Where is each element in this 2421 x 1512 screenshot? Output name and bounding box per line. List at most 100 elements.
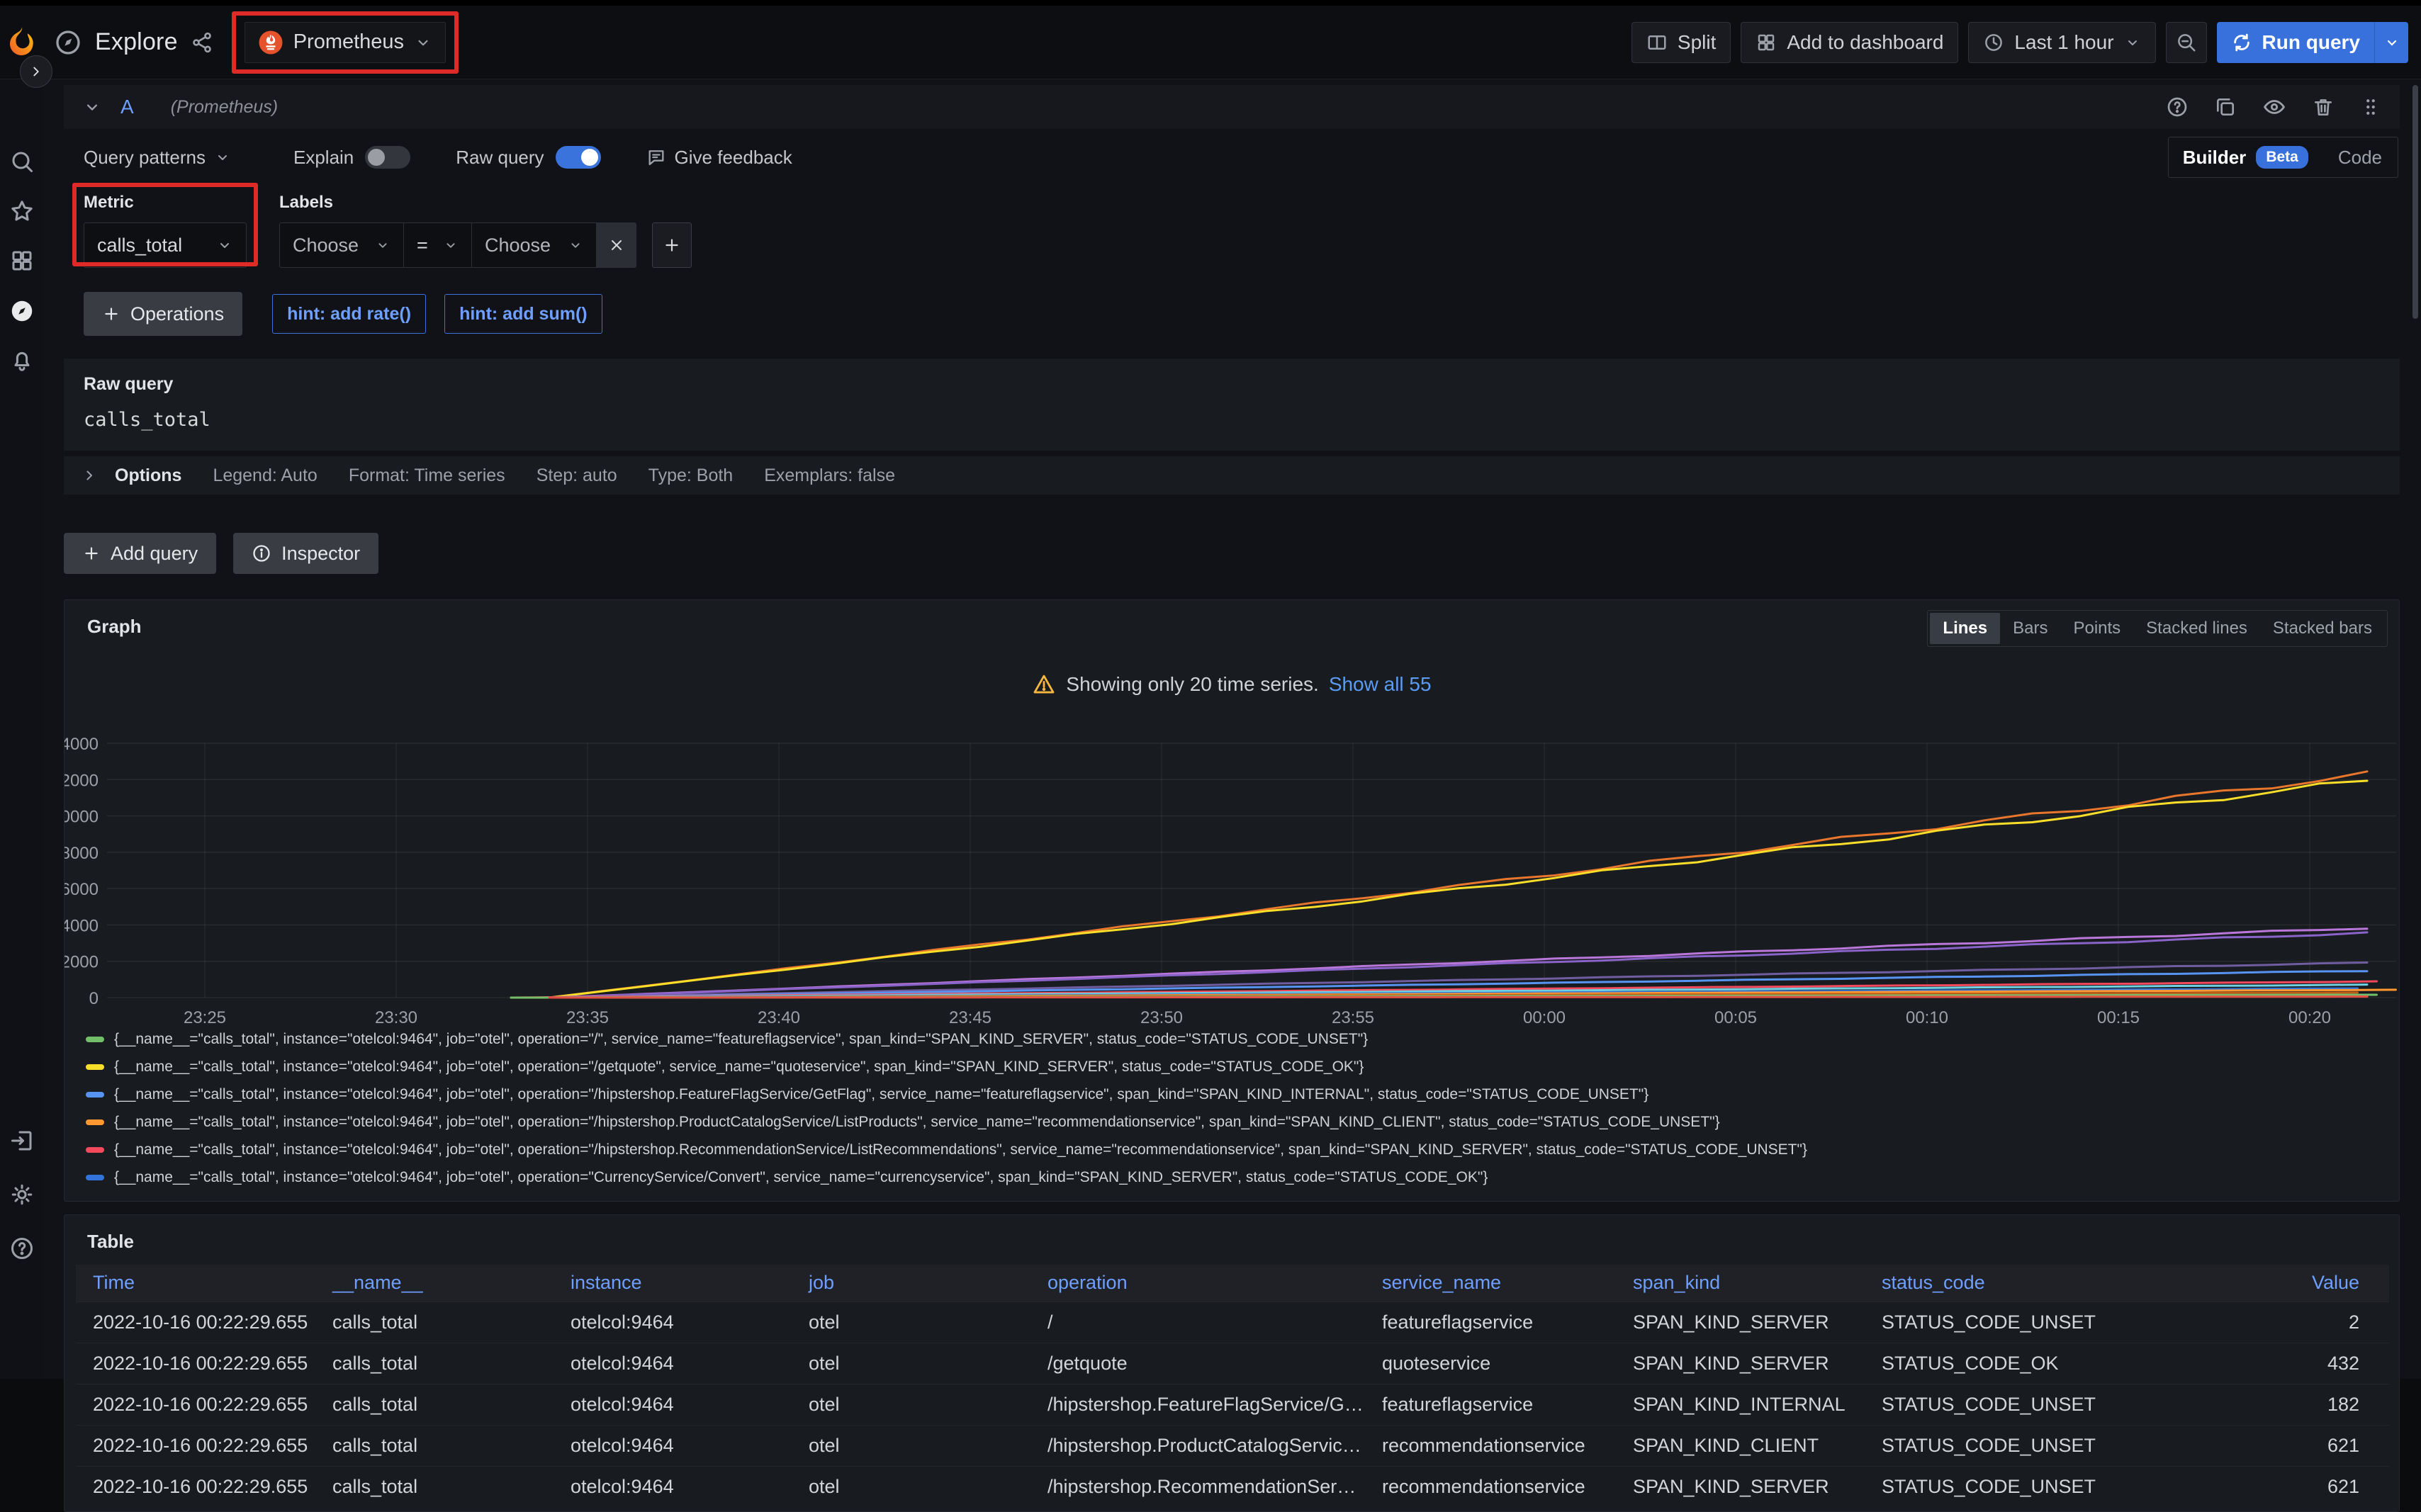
column-header-job[interactable]: job xyxy=(792,1265,1030,1302)
table-panel: Table Time__name__instancejoboperationse… xyxy=(64,1214,2400,1512)
column-header-status_code[interactable]: status_code xyxy=(1865,1265,2111,1302)
inspector-button[interactable]: Inspector xyxy=(233,533,378,574)
sidebar-expand-button[interactable] xyxy=(20,55,52,88)
explain-toggle[interactable] xyxy=(365,146,410,169)
table-cell: calls_total xyxy=(315,1384,554,1425)
query-row-header[interactable]: A (Prometheus) xyxy=(64,85,2400,129)
raw-query-label: Raw query xyxy=(84,374,2380,395)
hint-add-sum-button[interactable]: hint: add sum() xyxy=(444,294,602,334)
metric-select[interactable]: calls_total xyxy=(84,222,247,268)
table-cell: SPAN_KIND_CLIENT xyxy=(1616,1425,1865,1466)
legend-item[interactable]: {__name__="calls_total", instance="otelc… xyxy=(86,1031,2385,1048)
chevron-down-icon xyxy=(443,237,459,253)
sidebar-item-help[interactable] xyxy=(9,1236,35,1261)
legend-item[interactable]: {__name__="calls_total", instance="otelc… xyxy=(86,1169,2385,1186)
column-header-instance[interactable]: instance xyxy=(554,1265,792,1302)
options-collapsible[interactable]: Options Legend: Auto Format: Time series… xyxy=(64,456,2400,495)
remove-label-filter-button[interactable] xyxy=(597,222,636,268)
label-value-select[interactable]: Choose xyxy=(472,222,597,268)
label-operator-select[interactable]: = xyxy=(404,222,472,268)
sidebar-item-starred[interactable] xyxy=(9,198,35,224)
add-label-filter-button[interactable] xyxy=(652,222,692,268)
option-type: Type: Both xyxy=(648,466,734,486)
legend-swatch xyxy=(86,1119,104,1125)
beta-badge: Beta xyxy=(2256,146,2308,169)
prometheus-icon xyxy=(258,30,283,55)
column-header-operation[interactable]: operation xyxy=(1030,1265,1365,1302)
collapse-chevron-icon[interactable] xyxy=(82,97,102,117)
table-cell xyxy=(2111,1425,2249,1466)
table-cell: featureflagservice xyxy=(1365,1384,1616,1425)
sidebar-item-alerting[interactable] xyxy=(9,347,35,373)
table-cell: calls_total xyxy=(315,1343,554,1384)
sidebar-item-dashboards[interactable] xyxy=(9,248,35,273)
query-patterns-dropdown[interactable]: Query patterns xyxy=(84,147,231,169)
code-mode-tab[interactable]: Code xyxy=(2322,147,2398,169)
column-header-__name__[interactable]: __name__ xyxy=(315,1265,554,1302)
legend-item[interactable]: {__name__="calls_total", instance="otelc… xyxy=(86,1059,2385,1076)
info-circle-icon xyxy=(252,543,271,563)
time-range-picker[interactable]: Last 1 hour xyxy=(1968,22,2155,63)
datasource-name: Prometheus xyxy=(293,30,404,54)
operations-row: Operations hint: add rate() hint: add su… xyxy=(64,292,2400,336)
hint-add-rate-button[interactable]: hint: add rate() xyxy=(272,294,426,334)
share-icon[interactable] xyxy=(191,31,213,54)
y-axis-tick: 10000 xyxy=(64,808,99,827)
column-header-Time[interactable]: Time xyxy=(76,1265,315,1302)
add-query-button[interactable]: Add query xyxy=(64,533,216,574)
table-cell: otelcol:9464 xyxy=(554,1466,792,1507)
graph-panel: Graph LinesBarsPointsStacked linesStacke… xyxy=(64,599,2400,1202)
time-series-chart[interactable]: 0200040006000800010000120001400023:2523:… xyxy=(64,732,2399,1032)
page-scrollbar-thumb[interactable] xyxy=(2412,85,2418,319)
table-cell: otel xyxy=(792,1343,1030,1384)
legend-label: {__name__="calls_total", instance="otelc… xyxy=(114,1141,1807,1158)
disable-query-eye-icon[interactable] xyxy=(2262,95,2286,119)
duplicate-query-icon[interactable] xyxy=(2214,96,2237,118)
chevron-down-icon xyxy=(2383,34,2400,51)
graph-style-tab-bars[interactable]: Bars xyxy=(2000,613,2060,644)
sidebar-item-explore-active[interactable] xyxy=(9,298,35,325)
datasource-picker[interactable]: Prometheus xyxy=(245,22,446,63)
series-line xyxy=(549,997,2367,998)
drag-handle-icon[interactable] xyxy=(2360,96,2381,118)
run-query-dropdown[interactable] xyxy=(2374,22,2408,63)
add-operation-button[interactable]: Operations xyxy=(84,292,242,336)
column-header-Value[interactable]: Value xyxy=(2249,1265,2389,1302)
legend-item[interactable]: {__name__="calls_total", instance="otelc… xyxy=(86,1114,2385,1131)
run-query-button[interactable]: Run query xyxy=(2217,22,2408,63)
table-cell: 2022-10-16 00:22:29.655 xyxy=(76,1384,315,1425)
raw-query-toggle[interactable] xyxy=(556,146,601,169)
graph-style-tab-stacked-lines[interactable]: Stacked lines xyxy=(2133,613,2260,644)
builder-mode-tab[interactable]: Builder Beta xyxy=(2169,146,2322,169)
split-button[interactable]: Split xyxy=(1631,22,1731,63)
zoom-out-button[interactable] xyxy=(2166,22,2207,63)
remove-query-trash-icon[interactable] xyxy=(2312,96,2335,118)
show-all-series-link[interactable]: Show all 55 xyxy=(1329,673,1432,696)
add-to-dashboard-button[interactable]: Add to dashboard xyxy=(1741,22,1958,63)
grafana-logo[interactable] xyxy=(0,25,44,60)
x-axis-tick: 23:30 xyxy=(375,1008,417,1027)
x-axis-tick: 00:10 xyxy=(1906,1008,1948,1027)
table-row: 2022-10-16 00:22:29.655calls_totalotelco… xyxy=(76,1343,2389,1384)
graph-style-tab-stacked-bars[interactable]: Stacked bars xyxy=(2260,613,2385,644)
graph-style-tab-lines[interactable]: Lines xyxy=(1930,613,2000,644)
graph-style-tab-points[interactable]: Points xyxy=(2060,613,2133,644)
legend-item[interactable]: {__name__="calls_total", instance="otelc… xyxy=(86,1086,2385,1103)
table-cell: STATUS_CODE_UNSET xyxy=(1865,1384,2111,1425)
table-cell: featureflagservice xyxy=(1365,1302,1616,1343)
question-circle-icon xyxy=(9,1236,35,1261)
column-header-service_name[interactable]: service_name xyxy=(1365,1265,1616,1302)
compass-icon xyxy=(9,298,35,325)
sidebar-item-search[interactable] xyxy=(9,149,35,174)
option-format: Format: Time series xyxy=(349,466,505,486)
sidebar-item-settings[interactable] xyxy=(9,1182,35,1207)
query-toolbar: Query patterns Explain Raw query Give fe… xyxy=(64,142,2400,173)
legend-item[interactable]: {__name__="calls_total", instance="otelc… xyxy=(86,1141,2385,1158)
give-feedback-link[interactable]: Give feedback xyxy=(646,147,792,169)
sidebar-item-sign-in[interactable] xyxy=(9,1128,35,1153)
sync-icon xyxy=(2231,32,2252,53)
y-axis-tick: 0 xyxy=(89,989,99,1008)
label-key-select[interactable]: Choose xyxy=(279,222,404,268)
query-help-icon[interactable] xyxy=(2166,96,2189,118)
column-header-span_kind[interactable]: span_kind xyxy=(1616,1265,1865,1302)
